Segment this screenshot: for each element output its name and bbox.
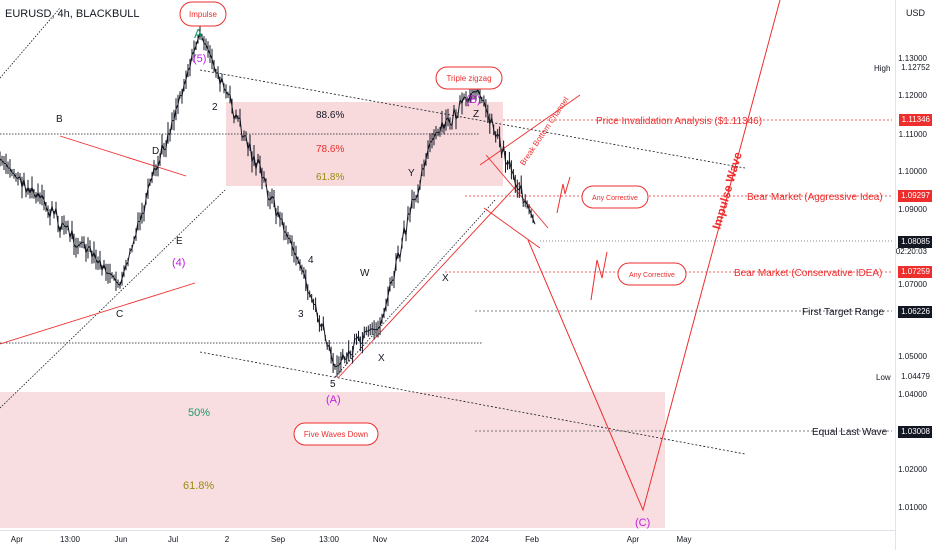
currency-label[interactable]: USD [905, 8, 925, 18]
first-target-text: First Target Range [802, 307, 885, 318]
trend-lower [199, 351, 746, 455]
corrective-zigzag-lower [590, 251, 608, 301]
time-tick: Jun [114, 535, 128, 544]
wave-2-label: 2 [212, 102, 218, 113]
time-tick: Sep [270, 535, 286, 544]
price-tick: 1.09000 [898, 205, 927, 214]
time-tick: 2 [224, 535, 230, 544]
impulse-wave-label: Impulse Wave [709, 150, 744, 231]
time-tick: Apr [626, 535, 640, 544]
time-tick: 13:00 [318, 535, 340, 544]
fib-886-label: 88.6% [316, 110, 344, 121]
bear-aggressive-text: Bear Market (Aggressive Idea) [747, 192, 883, 203]
price-tick: 1.01000 [898, 503, 927, 512]
channel-left-dotted [0, 189, 226, 409]
time-tick: 13:00 [59, 535, 81, 544]
fib-618-top-label: 61.8% [316, 172, 344, 183]
time-tick: Feb [525, 535, 539, 544]
five-waves-down-bubble: Five Waves Down [293, 422, 379, 446]
wave-D-label: D [152, 146, 159, 157]
time-tick: Jul [167, 535, 179, 544]
wave-C-label: C [116, 309, 123, 320]
equal-last-wave-text: Equal Last Wave [812, 427, 888, 438]
wedge-bottom [483, 207, 541, 249]
price-tick: 1.13000 [898, 54, 927, 63]
any-corrective-bubble-upper: Any Corrective [581, 185, 649, 209]
channel-right-dotted [334, 199, 496, 378]
wave-X1-label: X [378, 353, 385, 364]
wave-W-label: W [360, 268, 370, 279]
invalidation-tag: 1.11346 [898, 114, 932, 126]
wave-Z-label: Z [473, 109, 479, 120]
triangle-lower-line [0, 282, 196, 345]
price-tick: 1.04000 [898, 390, 927, 399]
wave-A-label: A [194, 26, 203, 41]
fib-786-label: 78.6% [316, 144, 344, 155]
price-invalidation-text: Price Invalidation Analysis ($1.11346) [596, 116, 762, 127]
low-label: Low [876, 373, 891, 382]
corrective-zigzag-upper [556, 176, 571, 214]
time-tick: Apr [10, 535, 24, 544]
first-target-tag: 1.06226 [898, 306, 932, 318]
svg-text:Any Corrective: Any Corrective [629, 272, 675, 279]
time-tick: 2024 [471, 535, 489, 544]
wave-C-paren-label: (C) [635, 517, 650, 529]
price-tick: 1.05000 [898, 352, 927, 361]
current-price-tag: 1.08085 [898, 236, 932, 248]
impulse-bubble: Impulse [179, 1, 227, 27]
high-label: High [874, 64, 891, 73]
aggressive-tag: 1.09297 [898, 190, 932, 202]
channel-bottom-red [337, 181, 521, 379]
triangle-upper-line [59, 135, 187, 177]
break-channel-line [479, 94, 581, 166]
price-tick: 1.11000 [898, 130, 927, 139]
wave-Y-label: Y [408, 168, 415, 179]
fib-zone-lower [0, 392, 665, 528]
price-tick: 1.07000 [898, 280, 927, 289]
low-value-tag: 1.04479 [898, 371, 932, 383]
fib-618-bottom-label: 61.8% [183, 480, 214, 492]
time-tick: May [676, 535, 692, 544]
triple-zigzag-bubble: Triple zigzag [435, 66, 503, 90]
price-tick: 1.10000 [898, 167, 927, 176]
svg-text:Five Waves Down: Five Waves Down [304, 430, 368, 439]
wave-5-label: 5 [330, 379, 336, 390]
wave-B-label: B [56, 114, 63, 125]
projected-wave-c [527, 0, 781, 512]
time-axis[interactable]: Apr 13:00 Jun Jul 2 Sep 13:00 Nov 2024 F… [0, 530, 895, 551]
fib-zone-upper [226, 102, 503, 186]
break-bottom-channel-label: Break Bottom Channel [518, 95, 571, 167]
upper-diagonal-dotted [0, 7, 61, 79]
wave-5-paren-label: (5) [193, 53, 206, 65]
high-value-tag: 1.12752 [898, 62, 932, 74]
wave-4-label: 4 [308, 255, 314, 266]
wave-3-label: 3 [298, 309, 304, 320]
trend-from-5 [199, 69, 746, 169]
bear-conservative-text: Bear Market (Conservative IDEA) [734, 268, 882, 279]
wave-4-paren-label: (4) [172, 257, 185, 269]
price-series-line [0, 31, 536, 368]
svg-text:Any Corrective: Any Corrective [592, 195, 638, 202]
fib-50-label: 50% [188, 407, 210, 419]
wave-B-paren-label: (B) [466, 94, 481, 106]
svg-text:Triple zigzag: Triple zigzag [446, 74, 491, 83]
time-tick: Nov [372, 535, 388, 544]
svg-text:Impulse: Impulse [189, 10, 218, 19]
wave-E-label: E [176, 236, 183, 247]
equal-wave-tag: 1.03008 [898, 426, 932, 438]
wave-X2-label: X [442, 273, 449, 284]
conservative-tag: 1.07259 [898, 266, 932, 278]
wave-A-paren-label: (A) [326, 394, 341, 406]
price-axis[interactable]: USD 1.13000 1.12752 1.12000 1.11346 1.11… [895, 0, 932, 550]
any-corrective-bubble-lower: Any Corrective [617, 262, 687, 286]
symbol-title[interactable]: EURUSD, 4h, BLACKBULL [5, 8, 140, 20]
price-tick: 1.02000 [898, 465, 927, 474]
price-tick: 1.12000 [898, 91, 927, 100]
countdown-label: 02:20:03 [895, 247, 927, 256]
